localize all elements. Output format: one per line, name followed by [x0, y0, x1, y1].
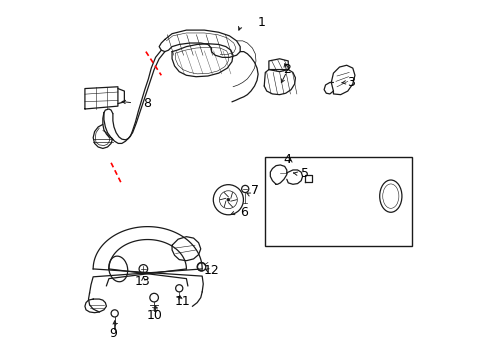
Text: 13: 13	[134, 275, 150, 288]
Text: 10: 10	[146, 309, 162, 322]
Text: 12: 12	[203, 264, 219, 277]
Text: 11: 11	[175, 295, 190, 308]
Text: 9: 9	[109, 327, 117, 340]
Text: 7: 7	[250, 184, 258, 197]
Text: 8: 8	[142, 98, 151, 111]
Text: 1: 1	[257, 17, 265, 30]
Circle shape	[226, 198, 229, 201]
Bar	[265, 157, 411, 246]
Text: 4: 4	[282, 153, 290, 166]
Text: 6: 6	[239, 207, 247, 220]
Text: 3: 3	[346, 76, 355, 89]
Text: 2: 2	[282, 63, 290, 76]
Text: 5: 5	[300, 167, 308, 180]
